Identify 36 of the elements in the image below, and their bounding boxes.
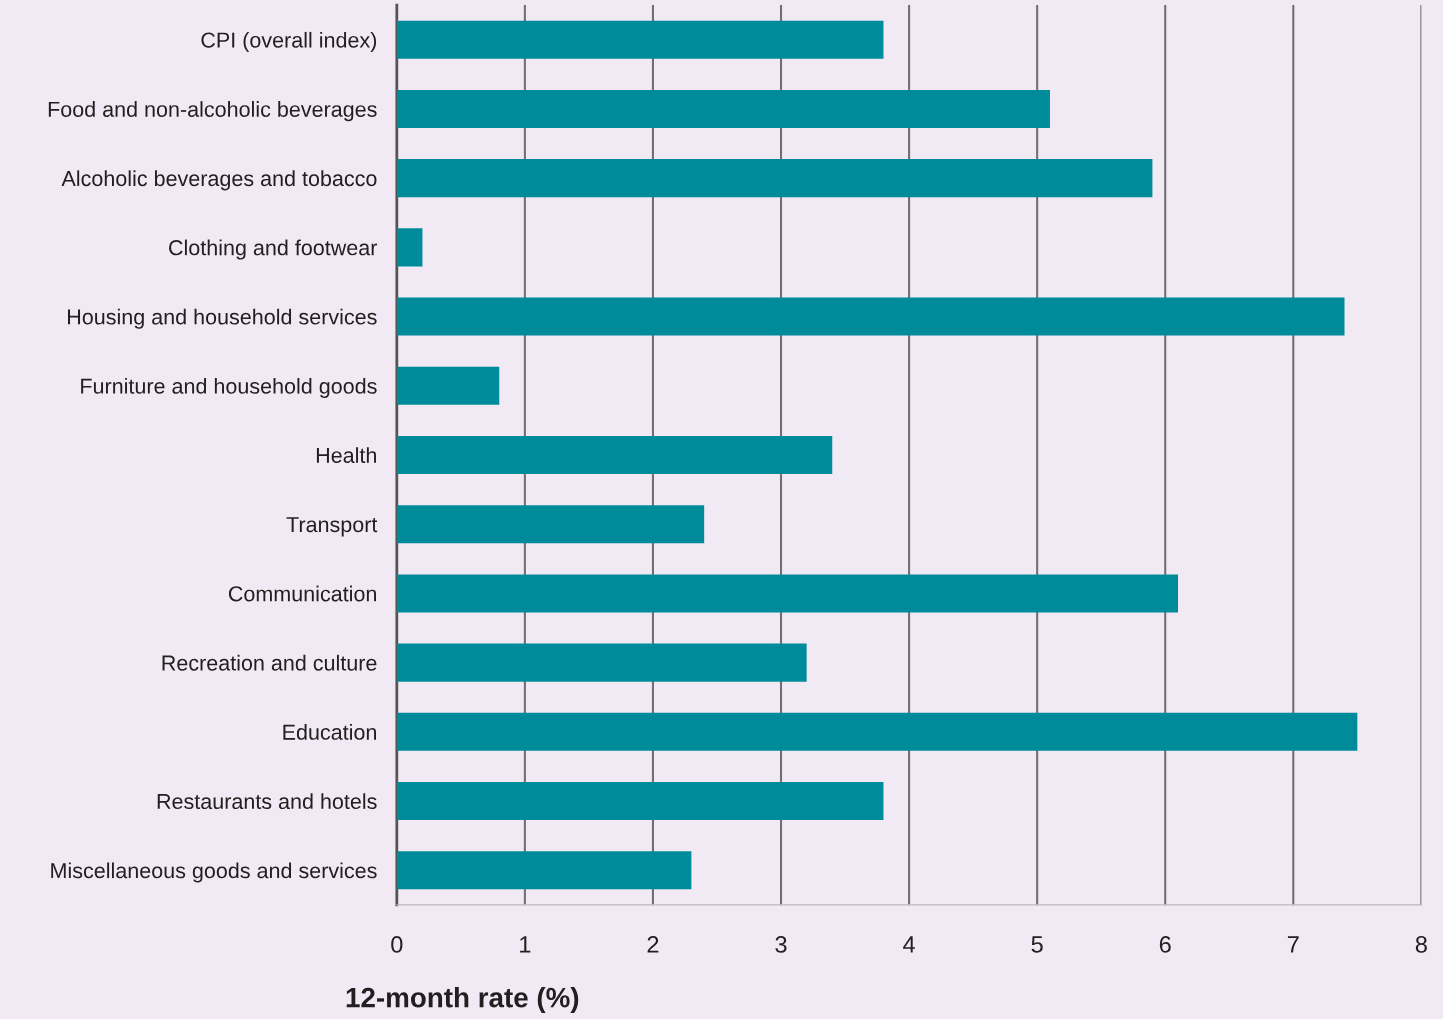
y-tick-label: Food and non-alcoholic beverages xyxy=(48,101,377,122)
y-tick-label: Miscellaneous goods and services xyxy=(51,862,377,883)
x-tick-label: 4 xyxy=(903,936,915,953)
bar xyxy=(396,89,1050,128)
x-tick-label: 6 xyxy=(1159,936,1171,953)
bar xyxy=(396,228,423,267)
x-tick-label: 0 xyxy=(391,936,403,953)
x-tick-label: 3 xyxy=(775,936,787,953)
y-tick-label: Communication xyxy=(228,585,376,602)
bar xyxy=(396,574,1179,613)
y-tick-label: Education xyxy=(283,724,376,740)
y-tick-label: Housing and household services xyxy=(68,308,377,329)
y-tick-label: Transport xyxy=(286,517,378,537)
bar xyxy=(396,782,884,821)
bar xyxy=(396,712,1358,751)
y-tick-label: CPI (overall index) xyxy=(201,31,377,52)
x-tick-label: 8 xyxy=(1415,936,1427,953)
bar xyxy=(396,643,807,682)
x-tick-label: 1 xyxy=(520,936,531,953)
bar xyxy=(396,435,833,475)
bar xyxy=(396,366,500,405)
bar xyxy=(396,20,884,59)
y-tick-label: Furniture and household goods xyxy=(81,377,377,399)
bar xyxy=(396,159,1153,198)
y-tick-label: Health xyxy=(316,447,376,463)
y-tick-label: Recreation and culture xyxy=(162,654,377,671)
bar xyxy=(396,851,692,890)
x-axis-title: 12-month rate (%) xyxy=(346,987,579,1013)
y-tick-label: Alcoholic beverages and tobacco xyxy=(61,170,377,191)
x-tick-label: 2 xyxy=(647,936,659,953)
y-tick-label: Restaurants and hotels xyxy=(157,793,377,810)
bar xyxy=(396,505,705,544)
y-tick-label: Clothing and footwear xyxy=(169,239,378,260)
x-tick-label: 7 xyxy=(1287,936,1299,953)
bar xyxy=(396,297,1345,336)
x-tick-label: 5 xyxy=(1031,936,1043,953)
